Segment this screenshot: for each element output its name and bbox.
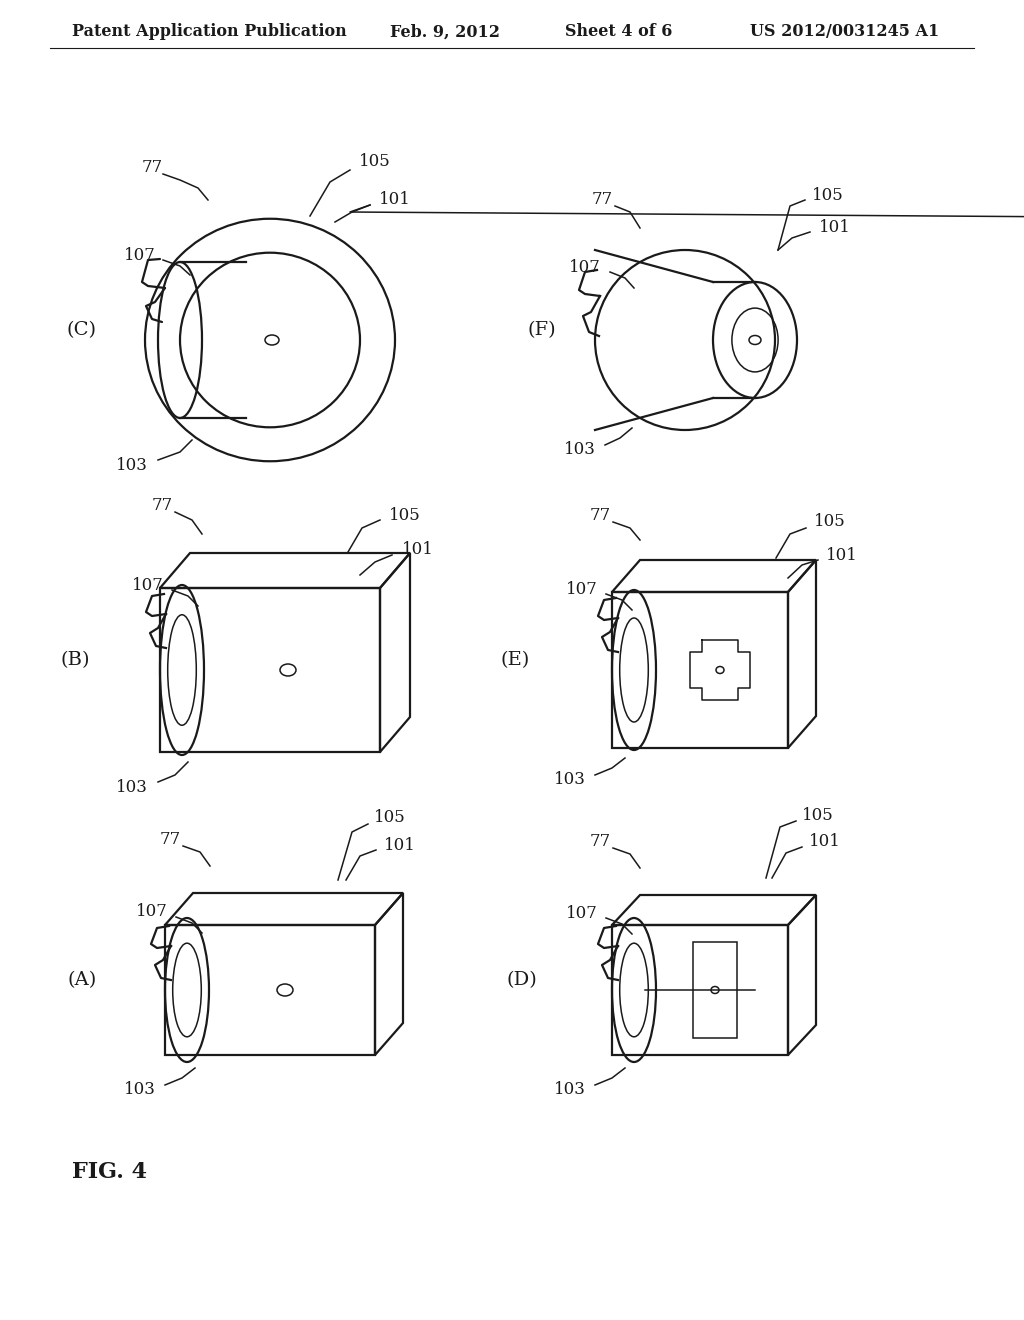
Text: 103: 103 <box>554 771 586 788</box>
Text: 77: 77 <box>590 507 610 524</box>
Text: 107: 107 <box>566 906 598 923</box>
Text: 103: 103 <box>554 1081 586 1098</box>
Text: (D): (D) <box>507 972 538 989</box>
Text: 103: 103 <box>564 441 596 458</box>
Text: 101: 101 <box>809 833 841 850</box>
Text: 101: 101 <box>384 837 416 854</box>
Text: (B): (B) <box>60 651 90 669</box>
Text: 107: 107 <box>124 247 156 264</box>
Text: 105: 105 <box>812 186 844 203</box>
Text: 103: 103 <box>124 1081 156 1098</box>
Text: 107: 107 <box>132 577 164 594</box>
Text: 105: 105 <box>359 153 391 170</box>
Text: Sheet 4 of 6: Sheet 4 of 6 <box>565 24 673 41</box>
Text: 105: 105 <box>814 513 846 531</box>
Text: 107: 107 <box>569 260 601 276</box>
Text: (F): (F) <box>527 321 556 339</box>
Bar <box>693 942 737 1038</box>
Text: 105: 105 <box>389 507 421 524</box>
Bar <box>165 925 375 1055</box>
Text: 101: 101 <box>379 191 411 209</box>
Text: 103: 103 <box>116 780 147 796</box>
Text: 77: 77 <box>141 160 163 177</box>
Text: 105: 105 <box>374 809 406 826</box>
Text: US 2012/0031245 A1: US 2012/0031245 A1 <box>750 24 939 41</box>
Text: Feb. 9, 2012: Feb. 9, 2012 <box>390 24 500 41</box>
Text: (E): (E) <box>501 651 529 669</box>
Text: 107: 107 <box>136 903 168 920</box>
Text: 103: 103 <box>116 457 147 474</box>
Text: 101: 101 <box>402 541 434 558</box>
Text: 101: 101 <box>819 219 851 236</box>
Text: 105: 105 <box>802 807 834 824</box>
Text: (A): (A) <box>68 972 96 989</box>
Text: 77: 77 <box>592 191 612 209</box>
Text: 77: 77 <box>590 833 610 850</box>
Text: 107: 107 <box>566 582 598 598</box>
Text: 101: 101 <box>826 546 858 564</box>
Text: 77: 77 <box>160 832 180 849</box>
Text: 77: 77 <box>152 496 173 513</box>
Text: Patent Application Publication: Patent Application Publication <box>72 24 347 41</box>
Bar <box>612 925 788 1055</box>
Bar <box>612 591 788 748</box>
Bar <box>160 587 380 752</box>
Text: FIG. 4: FIG. 4 <box>72 1162 147 1183</box>
Text: (C): (C) <box>67 321 97 339</box>
